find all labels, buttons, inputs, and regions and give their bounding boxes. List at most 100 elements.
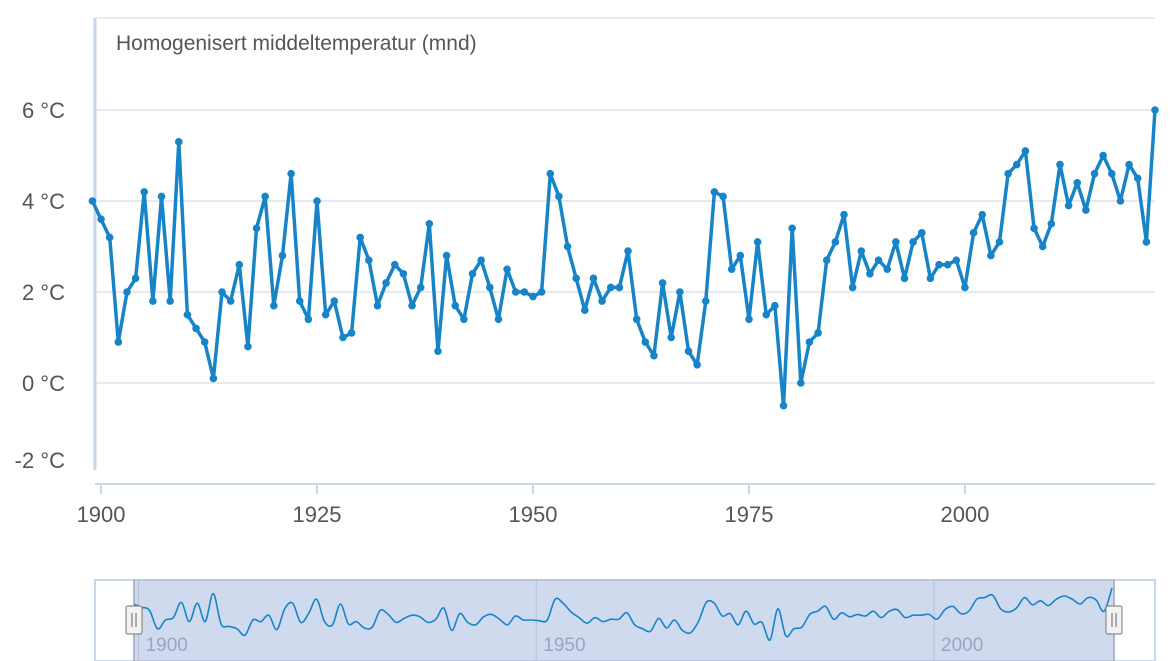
data-point[interactable] — [995, 238, 1004, 246]
data-point[interactable] — [339, 333, 347, 342]
data-point[interactable] — [822, 256, 831, 264]
data-point[interactable] — [218, 288, 226, 296]
data-point[interactable] — [131, 274, 140, 283]
data-point[interactable] — [140, 188, 149, 196]
data-point[interactable] — [797, 379, 805, 387]
data-point[interactable] — [287, 169, 295, 178]
data-point[interactable] — [520, 288, 529, 296]
data-point[interactable] — [710, 188, 719, 196]
data-point[interactable] — [840, 210, 848, 219]
data-point[interactable] — [416, 283, 425, 292]
data-point[interactable] — [399, 270, 408, 278]
data-point[interactable] — [563, 242, 572, 251]
data-point[interactable] — [745, 315, 753, 324]
data-point[interactable] — [917, 229, 926, 237]
data-point[interactable] — [1151, 106, 1159, 114]
data-point[interactable] — [1099, 151, 1107, 160]
data-point[interactable] — [848, 283, 857, 292]
data-point[interactable] — [684, 347, 693, 355]
data-point[interactable] — [425, 219, 434, 228]
data-point[interactable] — [105, 233, 114, 242]
data-point[interactable] — [157, 192, 166, 201]
data-point[interactable] — [1142, 238, 1151, 246]
data-point[interactable] — [330, 297, 339, 305]
data-point[interactable] — [719, 192, 727, 201]
data-point[interactable] — [978, 210, 987, 219]
data-point[interactable] — [295, 297, 304, 305]
data-point[interactable] — [477, 256, 485, 264]
data-point[interactable] — [866, 270, 874, 278]
data-point[interactable] — [537, 288, 546, 296]
data-point[interactable] — [814, 329, 822, 337]
data-point[interactable] — [390, 260, 399, 269]
data-point[interactable] — [831, 238, 840, 246]
data-point[interactable] — [123, 288, 131, 296]
data-point[interactable] — [529, 292, 537, 301]
data-point[interactable] — [226, 297, 235, 305]
data-point[interactable] — [987, 251, 995, 260]
data-point[interactable] — [511, 288, 520, 296]
data-point[interactable] — [244, 342, 252, 351]
data-point[interactable] — [900, 274, 909, 283]
data-point[interactable] — [883, 265, 891, 274]
data-point[interactable] — [1021, 147, 1030, 155]
data-point[interactable] — [935, 260, 943, 269]
data-point[interactable] — [192, 324, 200, 333]
data-point[interactable] — [727, 265, 736, 274]
data-point[interactable] — [1004, 169, 1012, 178]
data-point[interactable] — [486, 283, 494, 292]
navigator[interactable]: 1900 1950 2000 — [94, 579, 1156, 661]
data-point[interactable] — [909, 238, 917, 246]
data-point[interactable] — [779, 401, 788, 410]
data-point[interactable] — [693, 361, 701, 369]
data-point[interactable] — [857, 247, 866, 255]
data-point[interactable] — [632, 315, 641, 324]
data-point[interactable] — [209, 374, 218, 383]
data-point[interactable] — [434, 347, 442, 355]
data-point[interactable] — [874, 256, 883, 264]
data-point[interactable] — [624, 247, 632, 255]
data-point[interactable] — [252, 224, 261, 233]
data-point[interactable] — [641, 338, 650, 346]
data-point[interactable] — [1038, 242, 1047, 251]
data-point[interactable] — [805, 338, 814, 346]
data-point[interactable] — [943, 260, 952, 269]
data-point[interactable] — [88, 197, 97, 205]
data-point[interactable] — [183, 310, 192, 319]
data-point[interactable] — [771, 301, 779, 310]
data-point[interactable] — [676, 288, 684, 296]
data-point[interactable] — [1133, 174, 1142, 183]
data-point[interactable] — [200, 338, 209, 346]
data-point[interactable] — [408, 301, 416, 310]
data-point[interactable] — [701, 297, 710, 305]
data-point[interactable] — [615, 283, 624, 292]
data-point[interactable] — [892, 238, 900, 246]
data-point[interactable] — [961, 283, 969, 292]
data-point[interactable] — [667, 333, 676, 342]
data-point[interactable] — [304, 315, 313, 324]
data-point[interactable] — [114, 338, 123, 346]
data-point[interactable] — [1064, 201, 1073, 210]
navigator-selection[interactable] — [133, 579, 1115, 661]
data-point[interactable] — [658, 279, 667, 287]
data-point[interactable] — [589, 274, 598, 283]
data-point[interactable] — [270, 301, 278, 310]
data-point[interactable] — [494, 315, 503, 324]
data-point[interactable] — [1012, 160, 1021, 169]
data-point[interactable] — [166, 297, 174, 305]
data-point[interactable] — [97, 215, 105, 223]
data-point[interactable] — [1125, 160, 1133, 169]
data-point[interactable] — [313, 197, 321, 205]
data-point[interactable] — [736, 251, 745, 260]
data-point[interactable] — [926, 274, 935, 283]
data-point[interactable] — [952, 256, 961, 264]
data-point[interactable] — [606, 283, 615, 292]
data-point[interactable] — [1073, 179, 1082, 187]
data-point[interactable] — [373, 301, 382, 310]
data-point[interactable] — [365, 256, 373, 264]
data-point[interactable] — [969, 229, 978, 237]
data-point[interactable] — [503, 265, 511, 274]
data-point[interactable] — [788, 224, 796, 233]
data-point[interactable] — [1056, 160, 1064, 169]
data-point[interactable] — [1116, 197, 1125, 205]
